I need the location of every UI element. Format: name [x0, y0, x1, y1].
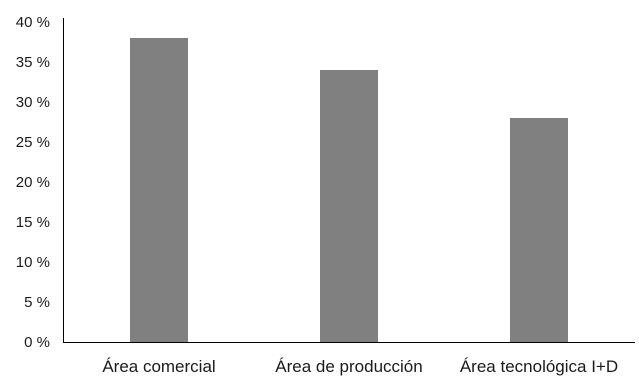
bar	[130, 38, 188, 342]
y-tick-label: 40 %	[16, 14, 50, 31]
y-tick-label: 5 %	[24, 294, 50, 311]
y-tick-label: 15 %	[16, 214, 50, 231]
x-category-label: Área comercial	[102, 357, 215, 376]
y-tick-label: 10 %	[16, 254, 50, 271]
bar	[510, 118, 568, 342]
x-category-label: Área tecnológica I+D	[460, 357, 618, 376]
y-axis-ticks: 0 % 5 % 10 % 15 % 20 % 25 % 30 % 35 % 40 %	[16, 14, 50, 351]
y-tick-label: 20 %	[16, 174, 50, 191]
x-category-label: Área de producción	[275, 357, 422, 376]
y-tick-label: 35 %	[16, 54, 50, 71]
y-tick-label: 25 %	[16, 134, 50, 151]
y-tick-label: 0 %	[24, 334, 50, 351]
bars	[130, 38, 568, 342]
bar	[320, 70, 378, 342]
y-tick-label: 30 %	[16, 94, 50, 111]
x-axis-labels: Área comercial Área de producción Área tec…	[102, 357, 618, 376]
